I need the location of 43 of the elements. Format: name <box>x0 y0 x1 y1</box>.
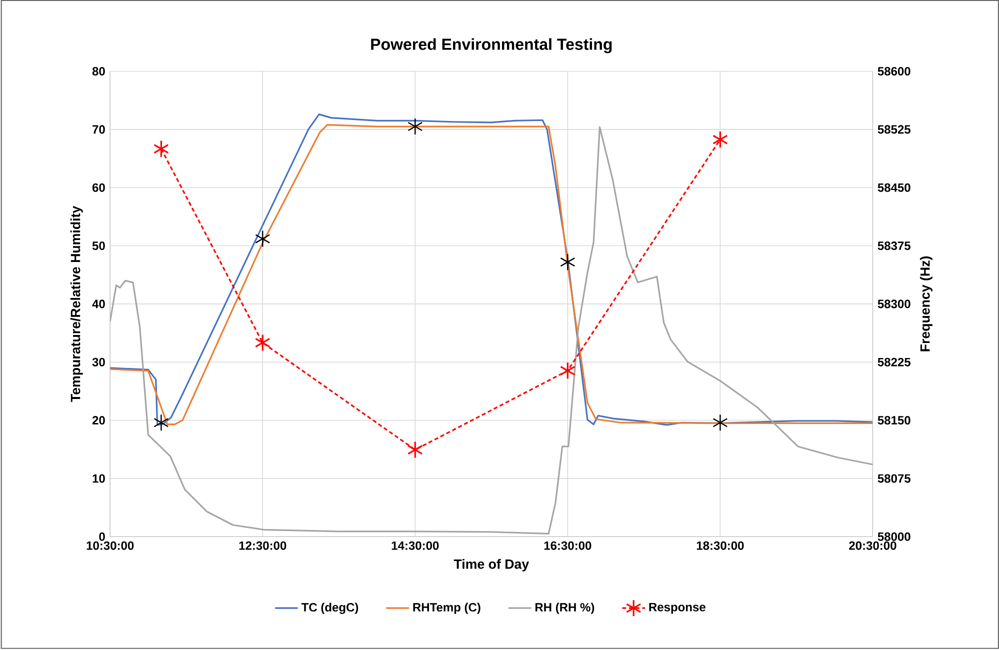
point <box>254 334 270 352</box>
y2-axis-title: Frequency (Hz) <box>920 256 932 352</box>
y2-tick-label: 58225 <box>878 358 910 367</box>
y-tick-label: 80 <box>92 67 105 76</box>
x-tick-label: 16:30:00 <box>544 541 592 550</box>
legend-label: RH (RH %) <box>535 602 594 614</box>
y-axis-title: Tempurature/Relative Humidity <box>70 206 83 402</box>
x-tick-label: 20:30:00 <box>849 541 896 550</box>
y-tick-label: 70 <box>92 125 105 134</box>
y-tick-label: 30 <box>92 358 105 367</box>
y-tick-label: 10 <box>92 474 105 483</box>
x-tick-label: 12:30:00 <box>239 541 286 550</box>
legend-label: RHTemp (C) <box>413 602 480 614</box>
y2-tick-label: 58450 <box>878 183 910 192</box>
y-tick-label: 20 <box>92 416 105 425</box>
point <box>407 441 423 459</box>
point <box>408 118 423 136</box>
y2-tick-label: 58150 <box>878 416 910 425</box>
legend-label: TC (degC) <box>301 602 358 614</box>
point <box>560 254 576 271</box>
y2-tick-label: 58000 <box>878 532 910 542</box>
point <box>154 414 169 432</box>
y2-tick-label: 58375 <box>878 242 910 250</box>
point <box>712 414 728 432</box>
x-tick-label: 10:30:00 <box>86 541 134 550</box>
y2-tick-label: 58300 <box>878 300 910 308</box>
point <box>560 362 576 380</box>
x-tick-label: 18:30:00 <box>696 541 744 550</box>
line-series <box>110 126 873 535</box>
x-axis-title: Time of Day <box>454 559 530 572</box>
legend-label: Response <box>649 603 706 614</box>
y-tick-label: 50 <box>92 242 105 250</box>
y-tick-label: 40 <box>92 300 105 308</box>
chart-title: Powered Environmental Testing <box>371 38 612 54</box>
y2-tick-label: 58600 <box>878 67 910 76</box>
x-tick-label: 14:30:00 <box>392 541 439 550</box>
y-tick-label: 60 <box>92 183 105 192</box>
point <box>712 130 728 148</box>
point <box>153 140 169 158</box>
y2-tick-label: 58075 <box>878 474 910 483</box>
point <box>255 230 270 248</box>
y-tick-label: 0 <box>99 532 105 542</box>
y2-tick-label: 58525 <box>878 125 910 134</box>
